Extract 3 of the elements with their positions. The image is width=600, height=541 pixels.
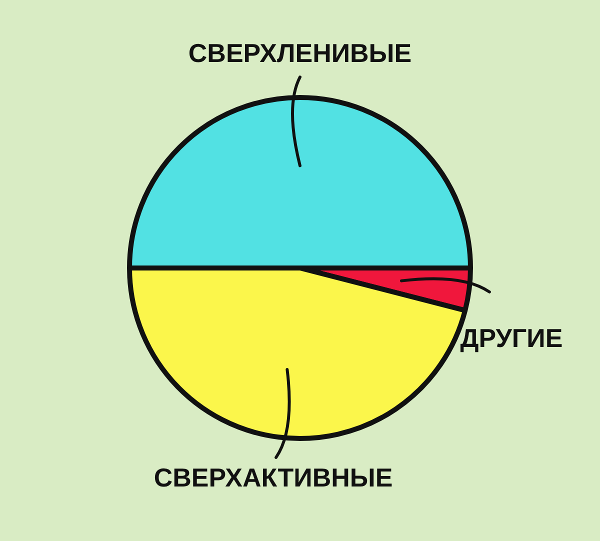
slice-label: СВЕРХЛЕНИВЫЕ (188, 38, 412, 68)
slice-label: СВЕРХАКТИВНЫЕ (154, 462, 393, 493)
slice-label: ДРУГИЕ (460, 322, 563, 353)
